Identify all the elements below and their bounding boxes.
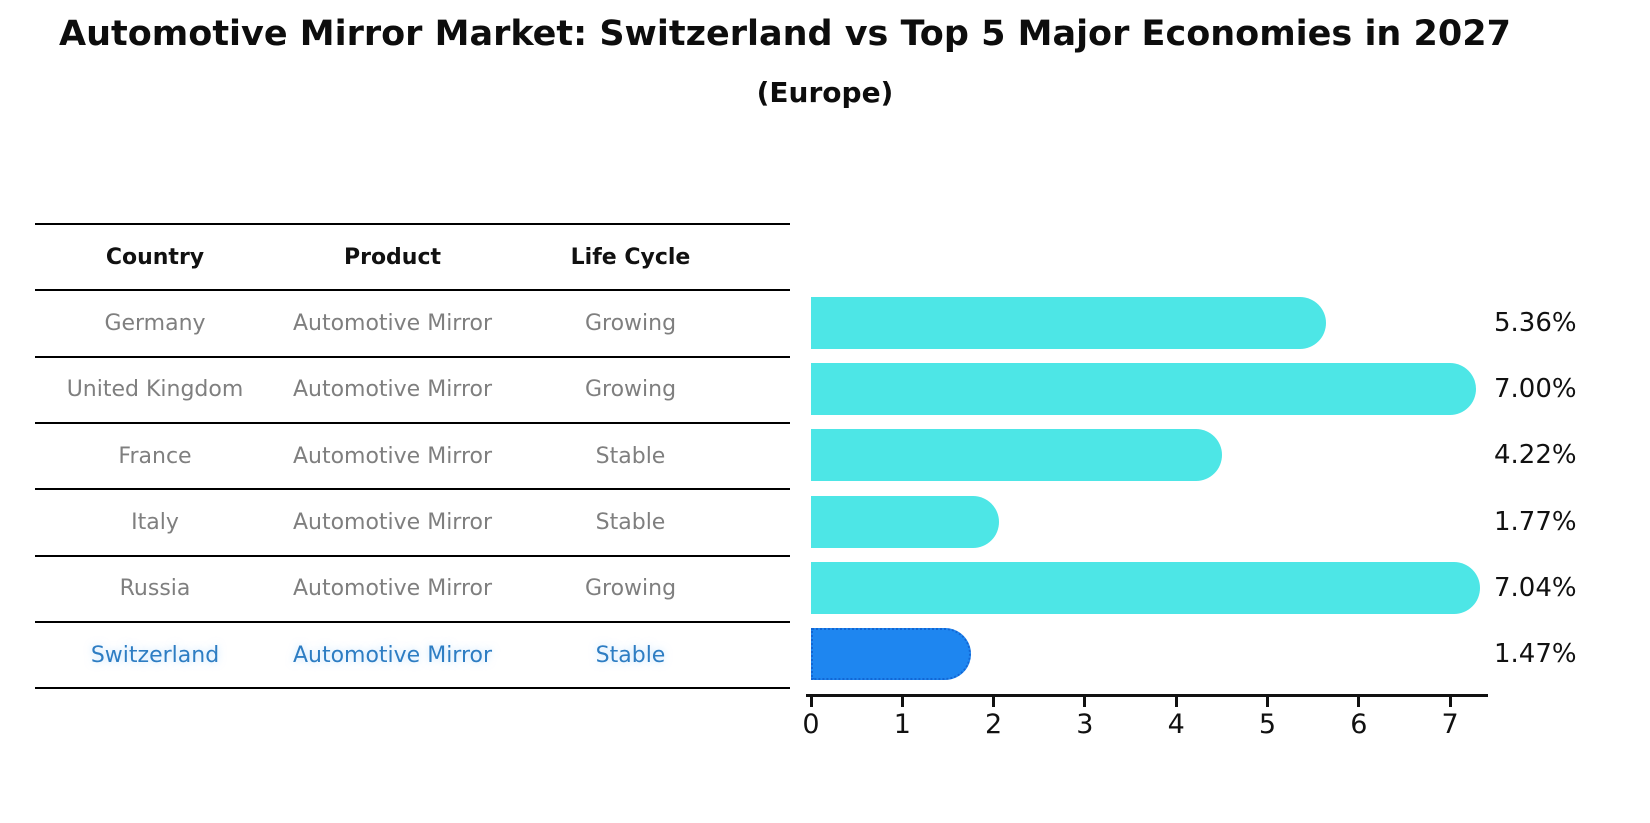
table-row: France Automotive Mirror Stable xyxy=(35,422,790,488)
x-tick-mark xyxy=(1174,697,1178,707)
data-table: Country Product Life Cycle Germany Automotiv… xyxy=(35,223,790,690)
x-tick-mark xyxy=(1083,697,1087,707)
product-cell: Automotive Mirror xyxy=(292,510,493,536)
product-cell: Automotive Mirror xyxy=(292,642,493,668)
value-label-switzerland: 1.47% xyxy=(1494,639,1577,670)
chart-title: Automotive Mirror Market: Switzerland vs… xyxy=(59,14,1511,54)
lifecycle-cell: Stable xyxy=(595,510,666,536)
table-row: Russia Automotive Mirror Growing xyxy=(35,554,790,621)
table-row: Switzerland Automotive Mirror Stable xyxy=(35,621,790,687)
value-label-russia: 7.04% xyxy=(1494,572,1577,603)
country-cell: Germany xyxy=(104,311,206,337)
lifecycle-cell: Growing xyxy=(584,377,677,403)
value-label-germany: 5.36% xyxy=(1494,307,1577,338)
lifecycle-cell: Stable xyxy=(595,443,666,469)
x-tick-label: 4 xyxy=(1167,709,1185,740)
product-cell: Automotive Mirror xyxy=(292,443,493,469)
country-cell: United Kingdom xyxy=(66,377,244,403)
product-cell: Automotive Mirror xyxy=(292,311,493,337)
lifecycle-cell: Growing xyxy=(584,576,677,602)
bar-italy xyxy=(811,495,999,548)
x-tick-label: 0 xyxy=(802,709,820,740)
product-cell: Automotive Mirror xyxy=(292,377,493,403)
x-tick-mark xyxy=(1357,697,1361,707)
table-row: Germany Automotive Mirror Growing xyxy=(35,289,790,355)
x-tick-mark xyxy=(809,697,813,707)
value-label-italy: 1.77% xyxy=(1494,506,1577,537)
value-label-france: 4.22% xyxy=(1494,440,1577,471)
x-tick-mark xyxy=(900,697,904,707)
x-tick-label: 7 xyxy=(1441,709,1459,740)
x-tick-label: 1 xyxy=(893,709,911,740)
x-tick-mark xyxy=(1266,697,1269,707)
x-tick-mark xyxy=(1448,697,1452,707)
x-tick-label: 5 xyxy=(1258,709,1277,740)
x-tick-label: 6 xyxy=(1350,709,1368,740)
lifecycle-column-header: Life Cycle xyxy=(570,244,691,270)
table-row: United Kingdom Automotive Mirror Growing xyxy=(35,355,790,422)
bar-france xyxy=(811,429,1223,482)
x-tick-mark xyxy=(992,697,996,707)
x-axis-line xyxy=(806,694,1488,697)
product-column-header: Product xyxy=(343,244,442,270)
country-cell: Switzerland xyxy=(90,642,220,668)
country-column-header: Country xyxy=(105,244,205,270)
bar-switzerland xyxy=(811,628,972,681)
product-cell: Automotive Mirror xyxy=(292,576,493,602)
lifecycle-cell: Stable xyxy=(595,642,666,668)
lifecycle-cell: Growing xyxy=(584,311,677,337)
table-header-row: Country Product Life Cycle xyxy=(35,223,790,289)
country-cell: Russia xyxy=(119,576,191,602)
table-row: Italy Automotive Mirror Stable xyxy=(35,488,790,554)
chart-subtitle: (Europe) xyxy=(756,76,894,109)
value-label-united-kingdom: 7.00% xyxy=(1494,373,1577,404)
x-tick-label: 2 xyxy=(985,709,1003,740)
bar-russia xyxy=(811,561,1480,614)
bar-germany xyxy=(811,296,1327,349)
country-cell: Italy xyxy=(131,510,179,536)
bar-united-kingdom xyxy=(811,362,1477,415)
x-tick-label: 3 xyxy=(1076,709,1094,740)
country-cell: France xyxy=(118,443,192,469)
